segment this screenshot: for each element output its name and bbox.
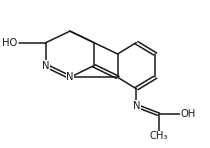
Text: N: N xyxy=(66,72,74,82)
Text: N: N xyxy=(42,61,50,71)
Text: CH₃: CH₃ xyxy=(150,131,168,141)
Text: N: N xyxy=(133,101,140,111)
Text: HO: HO xyxy=(3,38,18,48)
Text: OH: OH xyxy=(181,109,196,119)
